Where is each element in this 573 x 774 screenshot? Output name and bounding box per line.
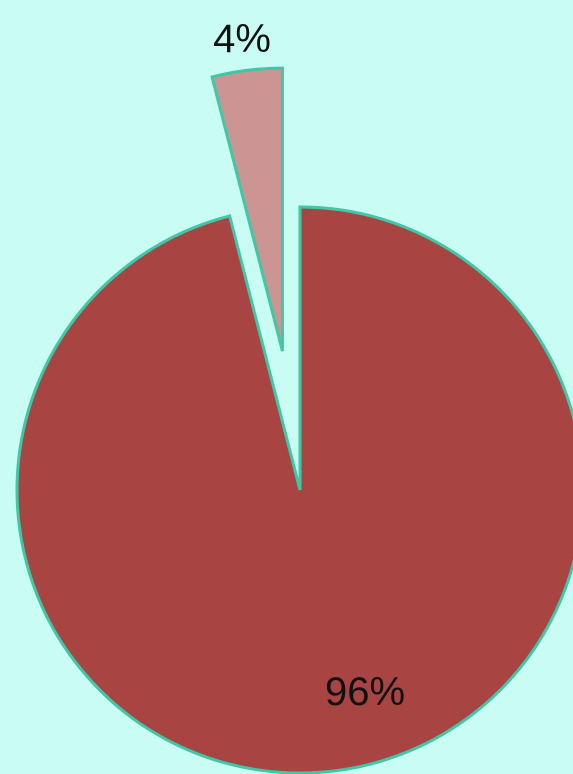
slice-label-4: 4% — [213, 17, 271, 61]
pie-slices — [15, 66, 573, 774]
pie-labels: 96% 4% — [213, 17, 405, 714]
pie-slice-96 — [15, 205, 573, 774]
slice-label-96: 96% — [325, 670, 405, 714]
pie-slice-4 — [210, 66, 284, 352]
